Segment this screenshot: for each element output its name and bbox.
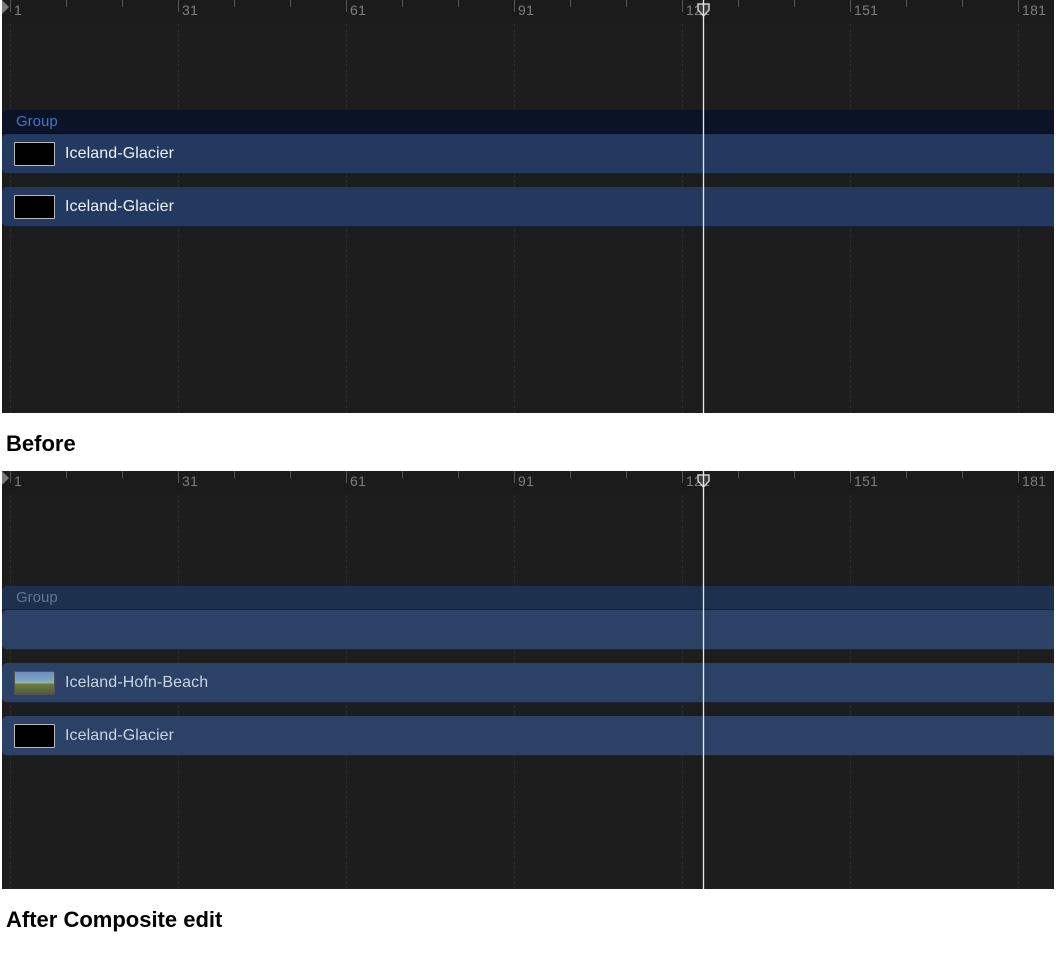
ruler-number: 121 [686, 473, 710, 489]
ruler-minor-tick [458, 0, 459, 7]
ruler-tick [850, 471, 851, 483]
ruler-minor-tick [570, 0, 571, 7]
ruler-minor-tick [738, 0, 739, 7]
ruler-minor-tick [794, 471, 795, 478]
ruler-tick [178, 0, 179, 12]
ruler-tick [1018, 471, 1019, 483]
ruler-minor-tick [626, 471, 627, 478]
clip-thumbnail [14, 724, 55, 748]
ruler-tick [682, 471, 683, 483]
playhead-line [703, 471, 704, 889]
clip-bar[interactable]: Iceland-Glacier [2, 134, 1054, 174]
ruler-tick [346, 471, 347, 483]
ruler-minor-tick [458, 471, 459, 478]
clip-thumbnail [14, 142, 55, 166]
clip-bar[interactable]: Iceland-Hofn-Beach [2, 663, 1054, 703]
playhead-line [703, 0, 704, 413]
timeline-after[interactable]: 1 31 61 91 121 151 181 Group Iceland-Hofn-Beac… [2, 471, 1054, 889]
caption-after: After Composite edit [0, 889, 1056, 947]
ruler-tick [1018, 0, 1019, 12]
ruler-minor-tick [234, 471, 235, 478]
track-gap [2, 703, 1054, 716]
track-spacer [2, 24, 1054, 110]
ruler-minor-tick [290, 471, 291, 478]
ruler-tick [346, 0, 347, 12]
ruler-number: 31 [182, 473, 198, 489]
clip-thumbnail [14, 195, 55, 219]
track-gap [2, 174, 1054, 187]
ruler-minor-tick [234, 0, 235, 7]
ruler-number: 151 [854, 473, 878, 489]
clip-bar[interactable]: Iceland-Glacier [2, 716, 1054, 756]
tracks-area[interactable]: Group Iceland-Glacier Iceland-Glacier [2, 24, 1054, 413]
ruler-minor-tick [290, 0, 291, 7]
clip-label: Iceland-Glacier [65, 145, 174, 163]
ruler-tick [514, 0, 515, 12]
ruler-minor-tick [402, 0, 403, 7]
ruler-minor-tick [122, 471, 123, 478]
ruler-minor-tick [962, 471, 963, 478]
caption-before: Before [0, 413, 1056, 471]
ruler-minor-tick [794, 0, 795, 7]
ruler-number: 91 [518, 473, 534, 489]
ruler-start-icon [2, 471, 9, 485]
timeline-ruler[interactable]: 1 31 61 91 121 151 181 [2, 0, 1054, 24]
track-spacer [2, 495, 1054, 586]
clip-label: Iceland-Glacier [65, 198, 174, 216]
ruler-number: 181 [1022, 2, 1046, 18]
clip-bar[interactable]: Iceland-Glacier [2, 187, 1054, 227]
ruler-minor-tick [570, 471, 571, 478]
tracks-area[interactable]: Group Iceland-Hofn-Beach Iceland-Glacier [2, 495, 1054, 889]
ruler-minor-tick [122, 0, 123, 7]
ruler-number: 181 [1022, 473, 1046, 489]
ruler-minor-tick [66, 471, 67, 478]
ruler-number: 151 [854, 2, 878, 18]
ruler-number: 91 [518, 2, 534, 18]
track-gap [2, 650, 1054, 663]
ruler-tick [514, 471, 515, 483]
clip-bar[interactable] [2, 610, 1054, 650]
ruler-tick [10, 471, 11, 483]
clip-thumbnail [14, 671, 55, 695]
ruler-number: 1 [14, 473, 22, 489]
ruler-tick [850, 0, 851, 12]
ruler-tick [682, 0, 683, 12]
group-header[interactable]: Group [2, 586, 1054, 610]
ruler-minor-tick [66, 0, 67, 7]
timeline-before[interactable]: 1 31 61 91 121 151 181 Group Iceland-Glacier I… [2, 0, 1054, 413]
ruler-minor-tick [738, 471, 739, 478]
ruler-minor-tick [906, 471, 907, 478]
group-header[interactable]: Group [2, 110, 1054, 134]
ruler-number: 61 [350, 473, 366, 489]
clip-label: Iceland-Glacier [65, 727, 174, 745]
ruler-number: 121 [686, 2, 710, 18]
ruler-tick [178, 471, 179, 483]
group-label: Group [16, 113, 58, 130]
ruler-minor-tick [402, 471, 403, 478]
ruler-minor-tick [906, 0, 907, 7]
ruler-number: 1 [14, 2, 22, 18]
ruler-number: 61 [350, 2, 366, 18]
ruler-tick [10, 0, 11, 12]
clip-label: Iceland-Hofn-Beach [65, 674, 208, 692]
group-label: Group [16, 589, 58, 606]
ruler-number: 31 [182, 2, 198, 18]
ruler-minor-tick [962, 0, 963, 7]
timeline-ruler[interactable]: 1 31 61 91 121 151 181 [2, 471, 1054, 495]
ruler-minor-tick [626, 0, 627, 7]
ruler-start-icon [2, 0, 9, 14]
